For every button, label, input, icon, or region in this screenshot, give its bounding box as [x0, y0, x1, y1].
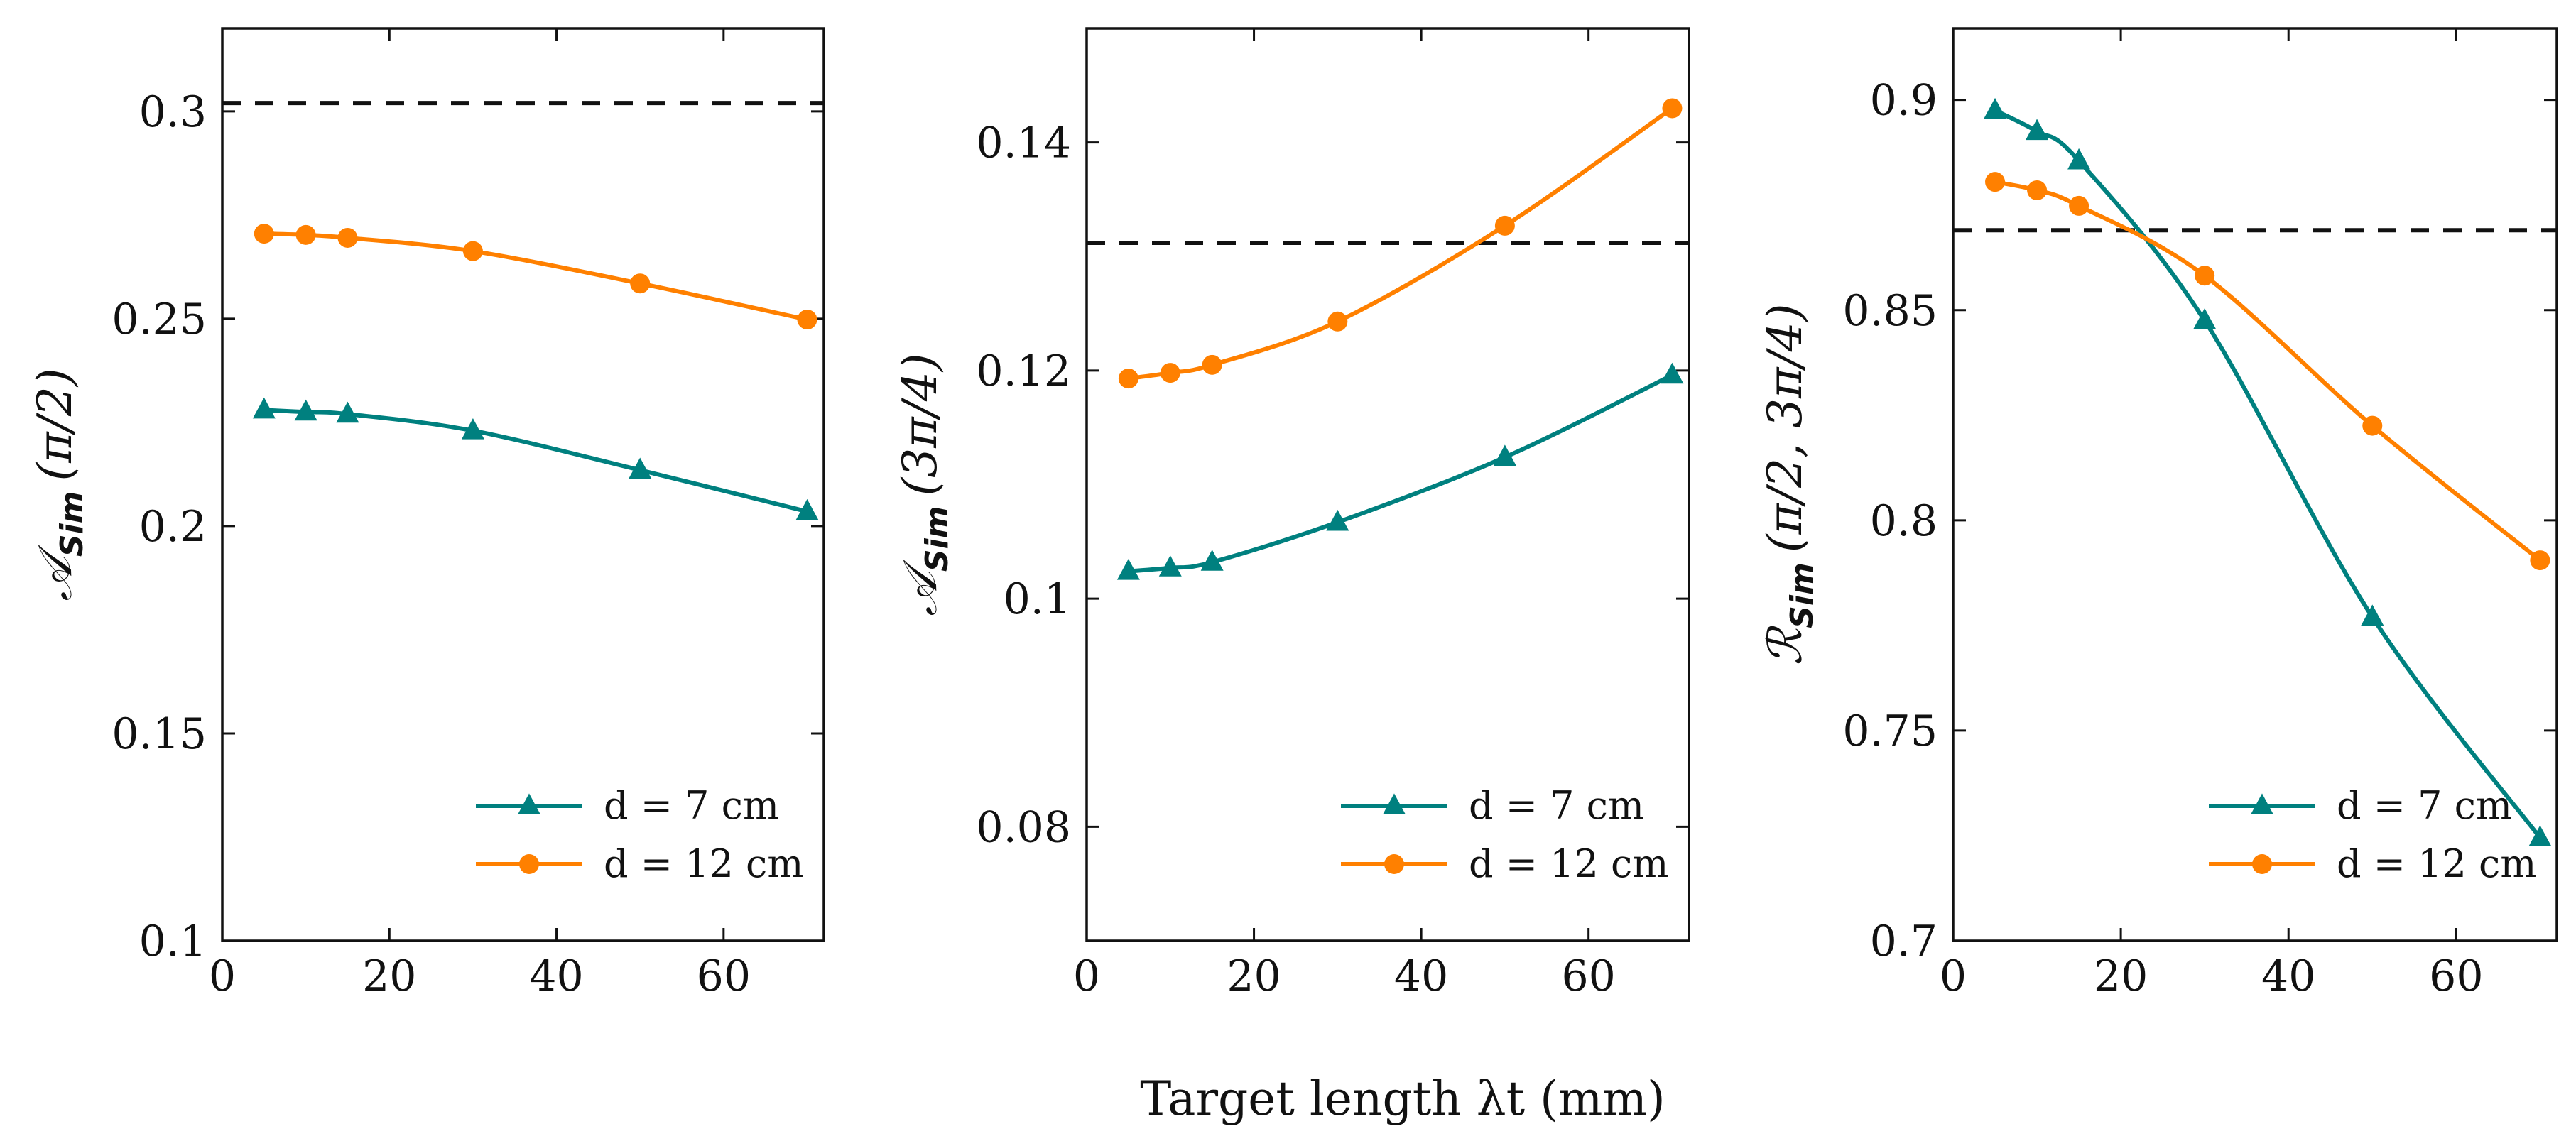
- chart-panel-2: 0 20 40 600.080.10.120.14d = 7 cmd = 12 cm𝒜…: [893, 27, 1690, 1001]
- y-tick-label-3-2: 0.8: [1870, 496, 1938, 546]
- data-point-3-1-2: [2026, 119, 2049, 141]
- legend-label-3-1: d = 7 cm: [2337, 783, 2512, 828]
- series-line-1-1: [263, 408, 808, 514]
- y-tick-label-3-1: 0.75: [1842, 706, 1938, 756]
- data-point-3-2-2: [2027, 180, 2048, 200]
- y-axis-label-1: 𝒜Sim(π/2): [28, 368, 90, 601]
- plot-frame-1: [221, 27, 825, 942]
- data-point-2-2-6: [1662, 98, 1683, 119]
- y-tick-label-1-3: 0.25: [112, 295, 207, 344]
- legend-marker-1-1: [518, 793, 540, 814]
- x-tick-label-2-0: 0: [1073, 951, 1100, 1001]
- y-tick-label-3-0: 0.7: [1870, 917, 1938, 966]
- y-tick-label-2-1: 0.1: [1004, 574, 1071, 624]
- data-point-3-1-1: [1984, 97, 2007, 119]
- y-tick-label-3-4: 0.9: [1870, 76, 1938, 126]
- legend-marker-2-2: [1384, 854, 1404, 874]
- x-tick-label-2-3: 60: [1561, 951, 1615, 1001]
- y-axis-label-2: 𝒜Sim(3π/4): [893, 353, 955, 616]
- shared-x-axis-label: Target length λt (mm): [1140, 1071, 1665, 1126]
- data-point-1-1-4: [461, 418, 484, 440]
- legend-label-2-2: d = 12 cm: [1469, 841, 1668, 886]
- x-tick-label-2-1: 20: [1227, 951, 1281, 1001]
- data-point-2-1-2: [1158, 555, 1182, 577]
- y-axis-label-argument-2: (3π/4): [893, 353, 947, 496]
- x-tick-label-1-3: 60: [697, 951, 751, 1001]
- data-point-2-2-2: [1160, 363, 1180, 383]
- x-tick-label-3-1: 20: [2094, 951, 2148, 1001]
- legend-marker-3-2: [2252, 854, 2272, 874]
- chart-panel-3: 0 20 40 60 0.7 0.75 0.8 0.85 0.9 d = 7 cm d = 12 c…: [1758, 27, 2558, 1001]
- legend-marker-3-1: [2251, 793, 2273, 814]
- data-point-3-2-5: [2362, 415, 2383, 436]
- legend-label-1-2: d = 12 cm: [604, 841, 803, 886]
- y-tick-label-2-2: 0.12: [976, 346, 1071, 396]
- data-point-2-1-3: [1200, 550, 1224, 571]
- legend-label-1-1: d = 7 cm: [604, 783, 779, 828]
- data-point-3-2-6: [2530, 550, 2550, 571]
- data-point-2-2-5: [1494, 215, 1515, 236]
- data-point-1-1-1: [252, 397, 276, 419]
- data-point-3-2-1: [1985, 172, 2006, 192]
- legend-marker-1-2: [519, 854, 539, 874]
- y-axis-label-3: ℛSim (π/2, 3π/4): [1758, 304, 1820, 666]
- data-point-3-1-3: [2067, 148, 2091, 170]
- data-point-1-1-2: [294, 399, 317, 421]
- x-tick-label-3-0: 0: [1940, 951, 1967, 1001]
- data-point-1-2-5: [630, 273, 651, 294]
- legend-label-2-1: d = 7 cm: [1469, 783, 1644, 828]
- plot-frame-2: [1085, 27, 1690, 942]
- data-point-1-1-6: [795, 498, 819, 520]
- data-point-1-2-3: [337, 227, 358, 248]
- data-point-1-1-5: [629, 457, 652, 479]
- data-point-3-1-4: [2193, 307, 2217, 329]
- data-point-2-2-3: [1202, 354, 1222, 375]
- series-line-3-2: [1994, 180, 2542, 562]
- data-point-2-2-4: [1327, 311, 1348, 332]
- data-point-1-2-4: [462, 241, 483, 261]
- x-tick-label-1-0: 0: [209, 951, 236, 1001]
- data-point-3-2-4: [2195, 266, 2215, 286]
- legend-label-3-2: d = 12 cm: [2337, 841, 2536, 886]
- series-line-2-1: [1128, 373, 1673, 574]
- x-tick-label-3-3: 60: [2429, 951, 2483, 1001]
- x-tick-label-1-2: 40: [529, 951, 583, 1001]
- y-tick-label-2-3: 0.14: [976, 119, 1071, 168]
- data-point-3-1-6: [2528, 825, 2552, 846]
- data-point-2-1-4: [1326, 509, 1349, 531]
- x-tick-label-3-2: 40: [2261, 951, 2315, 1001]
- data-point-1-1-3: [336, 401, 359, 423]
- legend-marker-2-1: [1383, 793, 1406, 814]
- y-tick-label-1-2: 0.2: [139, 502, 207, 552]
- data-point-2-1-5: [1493, 444, 1516, 466]
- series-line-3-1: [1994, 108, 2542, 839]
- x-tick-label-2-2: 40: [1394, 951, 1448, 1001]
- y-tick-label-1-1: 0.15: [112, 709, 207, 759]
- data-point-2-1-6: [1661, 362, 1684, 384]
- data-point-2-2-1: [1118, 369, 1138, 389]
- data-point-1-2-2: [295, 224, 316, 245]
- chart-panel-1: 0 20 40 60 0.1 0.15 0.2 0.25 0.3 d = 7 cm d = 12 c…: [28, 27, 825, 1001]
- x-tick-label-1-1: 20: [362, 951, 416, 1001]
- y-axis-label-argument-3: (π/2, 3π/4): [1758, 304, 1813, 553]
- y-axis-label-subscript-1: Sim: [54, 491, 90, 557]
- y-axis-label-argument-1: (π/2): [28, 368, 82, 481]
- y-axis-label-symbol-3: ℛ: [1758, 625, 1813, 665]
- data-point-1-2-6: [797, 310, 817, 330]
- y-axis-label-subscript-3: Sim: [1784, 562, 1820, 628]
- data-point-2-1-1: [1116, 558, 1140, 580]
- data-point-3-1-5: [2361, 604, 2384, 626]
- y-tick-label-1-4: 0.3: [139, 87, 207, 137]
- y-tick-label-3-3: 0.85: [1842, 286, 1938, 336]
- plot-frame-3: [1952, 27, 2558, 942]
- y-tick-label-2-0: 0.08: [976, 802, 1071, 852]
- y-tick-label-1-0: 0.1: [139, 917, 207, 966]
- data-point-1-2-1: [254, 224, 274, 244]
- y-axis-label-subscript-2: Sim: [919, 506, 955, 572]
- data-point-3-2-3: [2069, 195, 2089, 216]
